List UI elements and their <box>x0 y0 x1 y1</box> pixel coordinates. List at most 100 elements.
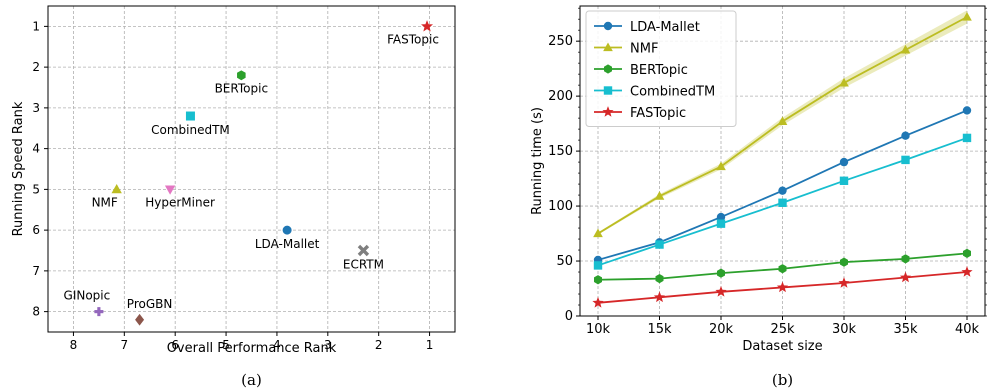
y-tick-label: 2 <box>32 60 40 74</box>
point-combinedtm <box>839 176 849 185</box>
point-bertopic <box>594 275 602 285</box>
point-label-hyperminer: HyperMiner <box>145 195 215 209</box>
legend-marker-lda-mallet <box>603 21 613 31</box>
x-tick-label: 7 <box>120 338 128 352</box>
point-combinedtm <box>593 261 603 270</box>
point-bertopic <box>840 257 848 267</box>
y-tick-label: 250 <box>548 34 573 49</box>
point-bertopic <box>963 248 971 258</box>
y-tick-label: 6 <box>32 223 40 237</box>
y-tick-label: 200 <box>548 89 573 104</box>
point-bertopic <box>901 254 910 264</box>
plot-frame <box>47 5 456 333</box>
point-bertopic <box>778 264 787 274</box>
legend-marker-bertopic <box>604 64 612 74</box>
point-label-fastopic: FASTopic <box>387 32 439 46</box>
y-tick-label: 5 <box>32 182 40 196</box>
x-tick-label: 35k <box>893 322 918 337</box>
legend-label-fastopic: FASTopic <box>630 106 686 121</box>
point-nmf <box>962 11 972 21</box>
caption-b: (b) <box>772 371 793 389</box>
marker-bertopic <box>237 70 246 81</box>
marker-progbn <box>135 313 145 326</box>
x-tick-label: 10k <box>586 322 611 337</box>
y-tick-label: 3 <box>32 101 40 115</box>
marker-fastopic <box>421 20 434 32</box>
x-tick-label: 1 <box>426 338 434 352</box>
point-label-lda-mallet: LDA-Mallet <box>255 237 320 251</box>
point-lda-mallet <box>716 212 726 222</box>
point-lda-mallet <box>901 131 910 140</box>
x-axis-title: Dataset size <box>742 339 822 354</box>
legend-label-bertopic: BERTopic <box>630 63 688 78</box>
point-bertopic <box>717 268 725 278</box>
x-tick-label: 6 <box>171 338 179 352</box>
point-label-combinedtm: CombinedTM <box>151 123 230 137</box>
point-combinedtm <box>901 155 910 165</box>
point-combinedtm <box>778 198 787 207</box>
point-nmf <box>777 116 788 125</box>
legend-marker-combinedtm <box>603 86 613 95</box>
point-fastopic <box>899 271 912 283</box>
marker-lda-mallet <box>282 225 292 235</box>
legend-label-lda-mallet: LDA-Mallet <box>630 20 700 35</box>
y-tick-label: 100 <box>548 199 573 214</box>
point-lda-mallet <box>778 186 787 195</box>
point-fastopic <box>838 277 850 288</box>
point-combinedtm <box>962 133 972 143</box>
point-fastopic <box>592 296 604 308</box>
point-combinedtm <box>655 240 664 249</box>
scatter-panel-a: 8 7 6 5 4 3 2 1 1 2 3 4 5 6 7 8 Overall Performance Rank… <box>11 5 456 389</box>
point-combinedtm <box>716 219 726 228</box>
x-tick-label: 20k <box>709 322 734 337</box>
point-fastopic <box>776 281 789 293</box>
legend-box <box>585 10 737 127</box>
point-nmf <box>716 161 726 171</box>
legend-marker-nmf <box>603 42 613 52</box>
point-nmf <box>839 77 849 87</box>
y-tick-label: 50 <box>556 254 573 269</box>
x-tick-label: 40k <box>955 322 980 337</box>
point-nmf <box>654 191 665 200</box>
marker-nmf <box>111 183 122 194</box>
x-axis-title: Overall Performance Rank <box>167 341 337 356</box>
point-nmf <box>900 44 911 54</box>
caption-a: (a) <box>241 371 262 389</box>
y-axis-title: Running time (s) <box>530 107 545 215</box>
point-fastopic <box>653 291 666 303</box>
legend: LDA-Mallet NMF BERTopic CombinedTM FASTopic <box>585 10 737 127</box>
point-label-nmf: NMF <box>92 195 118 209</box>
marker-hyperminer <box>164 185 176 195</box>
y-tick-label: 8 <box>32 305 40 319</box>
x-tick-label: 15k <box>647 322 672 337</box>
y-tick-label: 0 <box>565 309 573 324</box>
x-tick-label: 5 <box>222 338 230 352</box>
point-bertopic <box>655 274 664 284</box>
x-tick-label: 25k <box>770 322 795 337</box>
marker-ecrtm <box>357 244 370 257</box>
point-lda-mallet <box>839 157 849 167</box>
legend-label-combinedtm: CombinedTM <box>630 85 715 100</box>
point-fastopic <box>961 266 973 277</box>
point-nmf <box>593 228 603 238</box>
x-tick-label: 8 <box>70 338 78 352</box>
point-label-progbn: ProGBN <box>127 297 173 311</box>
point-label-ecrtm: ECRTM <box>343 258 384 272</box>
point-fastopic <box>715 285 727 297</box>
point-lda-mallet <box>962 106 972 115</box>
y-tick-label: 4 <box>32 142 40 156</box>
x-tick-label: 3 <box>324 338 332 352</box>
x-tick-label: 4 <box>273 338 281 352</box>
legend-label-nmf: NMF <box>630 42 658 57</box>
point-label-bertopic: BERTopic <box>215 81 268 95</box>
y-axis-title: Running Speed Rank <box>11 101 26 236</box>
legend-marker-fastopic <box>602 106 614 117</box>
point-label-ginopic: GINopic <box>64 289 111 303</box>
line-panel-b: 10k 15k 20k 25k 30k 35k 40k 0 50 100 150 200 250 Data… <box>530 5 987 389</box>
marker-ginopic <box>94 307 104 317</box>
marker-combinedtm <box>185 111 195 121</box>
x-tick-label: 30k <box>832 322 857 337</box>
y-tick-label: 1 <box>32 19 40 33</box>
x-tick-label: 2 <box>375 338 383 352</box>
